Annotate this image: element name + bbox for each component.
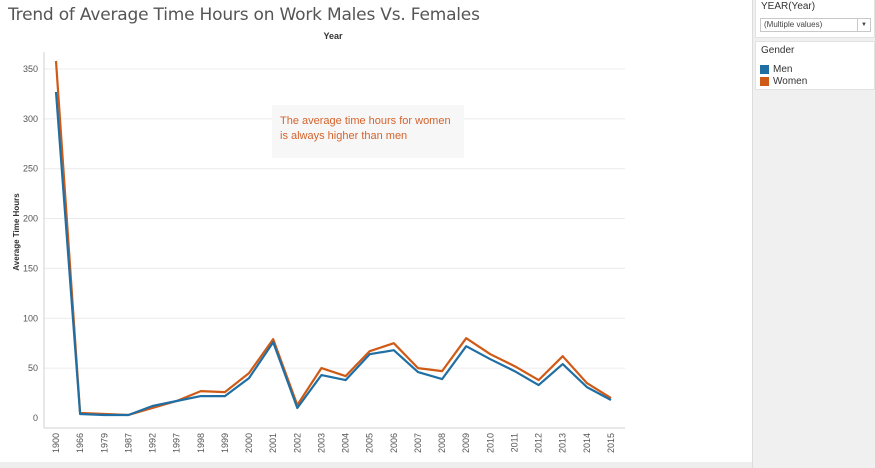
year-filter-value: (Multiple values) <box>764 20 823 29</box>
x-tick-label: 2008 <box>437 433 447 453</box>
side-panel: YEAR(Year) (Multiple values) ▼ Gender Me… <box>752 0 875 468</box>
x-tick-label: 2014 <box>582 433 592 453</box>
annotation-line-2: is always higher than men <box>280 130 408 142</box>
dropdown-arrow-icon[interactable]: ▼ <box>857 19 870 31</box>
x-tick-label: 2012 <box>534 433 544 453</box>
y-tick-label: 100 <box>23 313 38 323</box>
annotation-line-1: The average time hours for women <box>280 115 451 127</box>
x-axis-title: Year <box>323 31 343 41</box>
x-tick-label: 2001 <box>268 433 278 453</box>
x-tick-label: 2015 <box>606 433 616 453</box>
horizontal-scrollbar[interactable] <box>0 462 752 468</box>
x-tick-label: 1979 <box>99 433 109 453</box>
x-tick-label: 2004 <box>341 433 351 453</box>
year-filter-card: YEAR(Year) (Multiple values) ▼ <box>755 0 875 38</box>
y-tick-label: 250 <box>23 164 38 174</box>
legend-swatch-women <box>760 77 769 86</box>
year-filter-title: YEAR(Year) <box>761 1 816 12</box>
x-tick-label: 2006 <box>389 433 399 453</box>
x-tick-label: 2009 <box>461 433 471 453</box>
x-tick-label: 2011 <box>509 433 519 452</box>
x-tick-label: 1997 <box>172 433 182 453</box>
y-tick-label: 300 <box>23 114 38 124</box>
line-chart: Year Average Time Hours 0 50 100 150 200 250 300… <box>12 31 625 453</box>
x-tick-label: 1987 <box>123 433 133 453</box>
series-line-men <box>54 91 612 417</box>
legend-label-women: Women <box>773 76 808 87</box>
legend-label-men: Men <box>773 64 793 75</box>
y-tick-label: 350 <box>23 64 38 74</box>
x-tick-label: 2002 <box>292 433 302 453</box>
x-tick-label: 2000 <box>244 433 254 453</box>
legend-swatch-men <box>760 65 769 74</box>
x-tick-label: 2003 <box>316 433 326 453</box>
x-tick-label: 1900 <box>51 433 61 453</box>
annotation-box: The average time hours for women is alwa… <box>272 105 464 158</box>
year-filter-dropdown[interactable]: (Multiple values) ▼ <box>760 18 871 32</box>
x-tick-label: 2013 <box>558 433 568 453</box>
x-tick-label: 1999 <box>220 433 230 453</box>
y-tick-label: 200 <box>23 214 38 224</box>
x-tick-label: 1998 <box>196 433 206 453</box>
x-tick-label: 2010 <box>485 433 495 453</box>
x-tick-label: 2005 <box>365 433 375 453</box>
y-axis-title: Average Time Hours <box>12 193 21 271</box>
x-tick-label: 1966 <box>75 433 85 453</box>
gender-legend: Gender Men Women <box>755 41 875 90</box>
chart-title: Trend of Average Time Hours on Work Male… <box>8 5 480 25</box>
x-tick-label: 2007 <box>413 433 423 453</box>
series-line-women <box>54 60 612 417</box>
x-tick-label: 1992 <box>148 433 158 453</box>
legend-title: Gender <box>761 45 795 56</box>
y-tick-label: 50 <box>28 363 38 373</box>
y-tick-label: 0 <box>33 413 38 423</box>
y-tick-label: 150 <box>23 263 38 273</box>
